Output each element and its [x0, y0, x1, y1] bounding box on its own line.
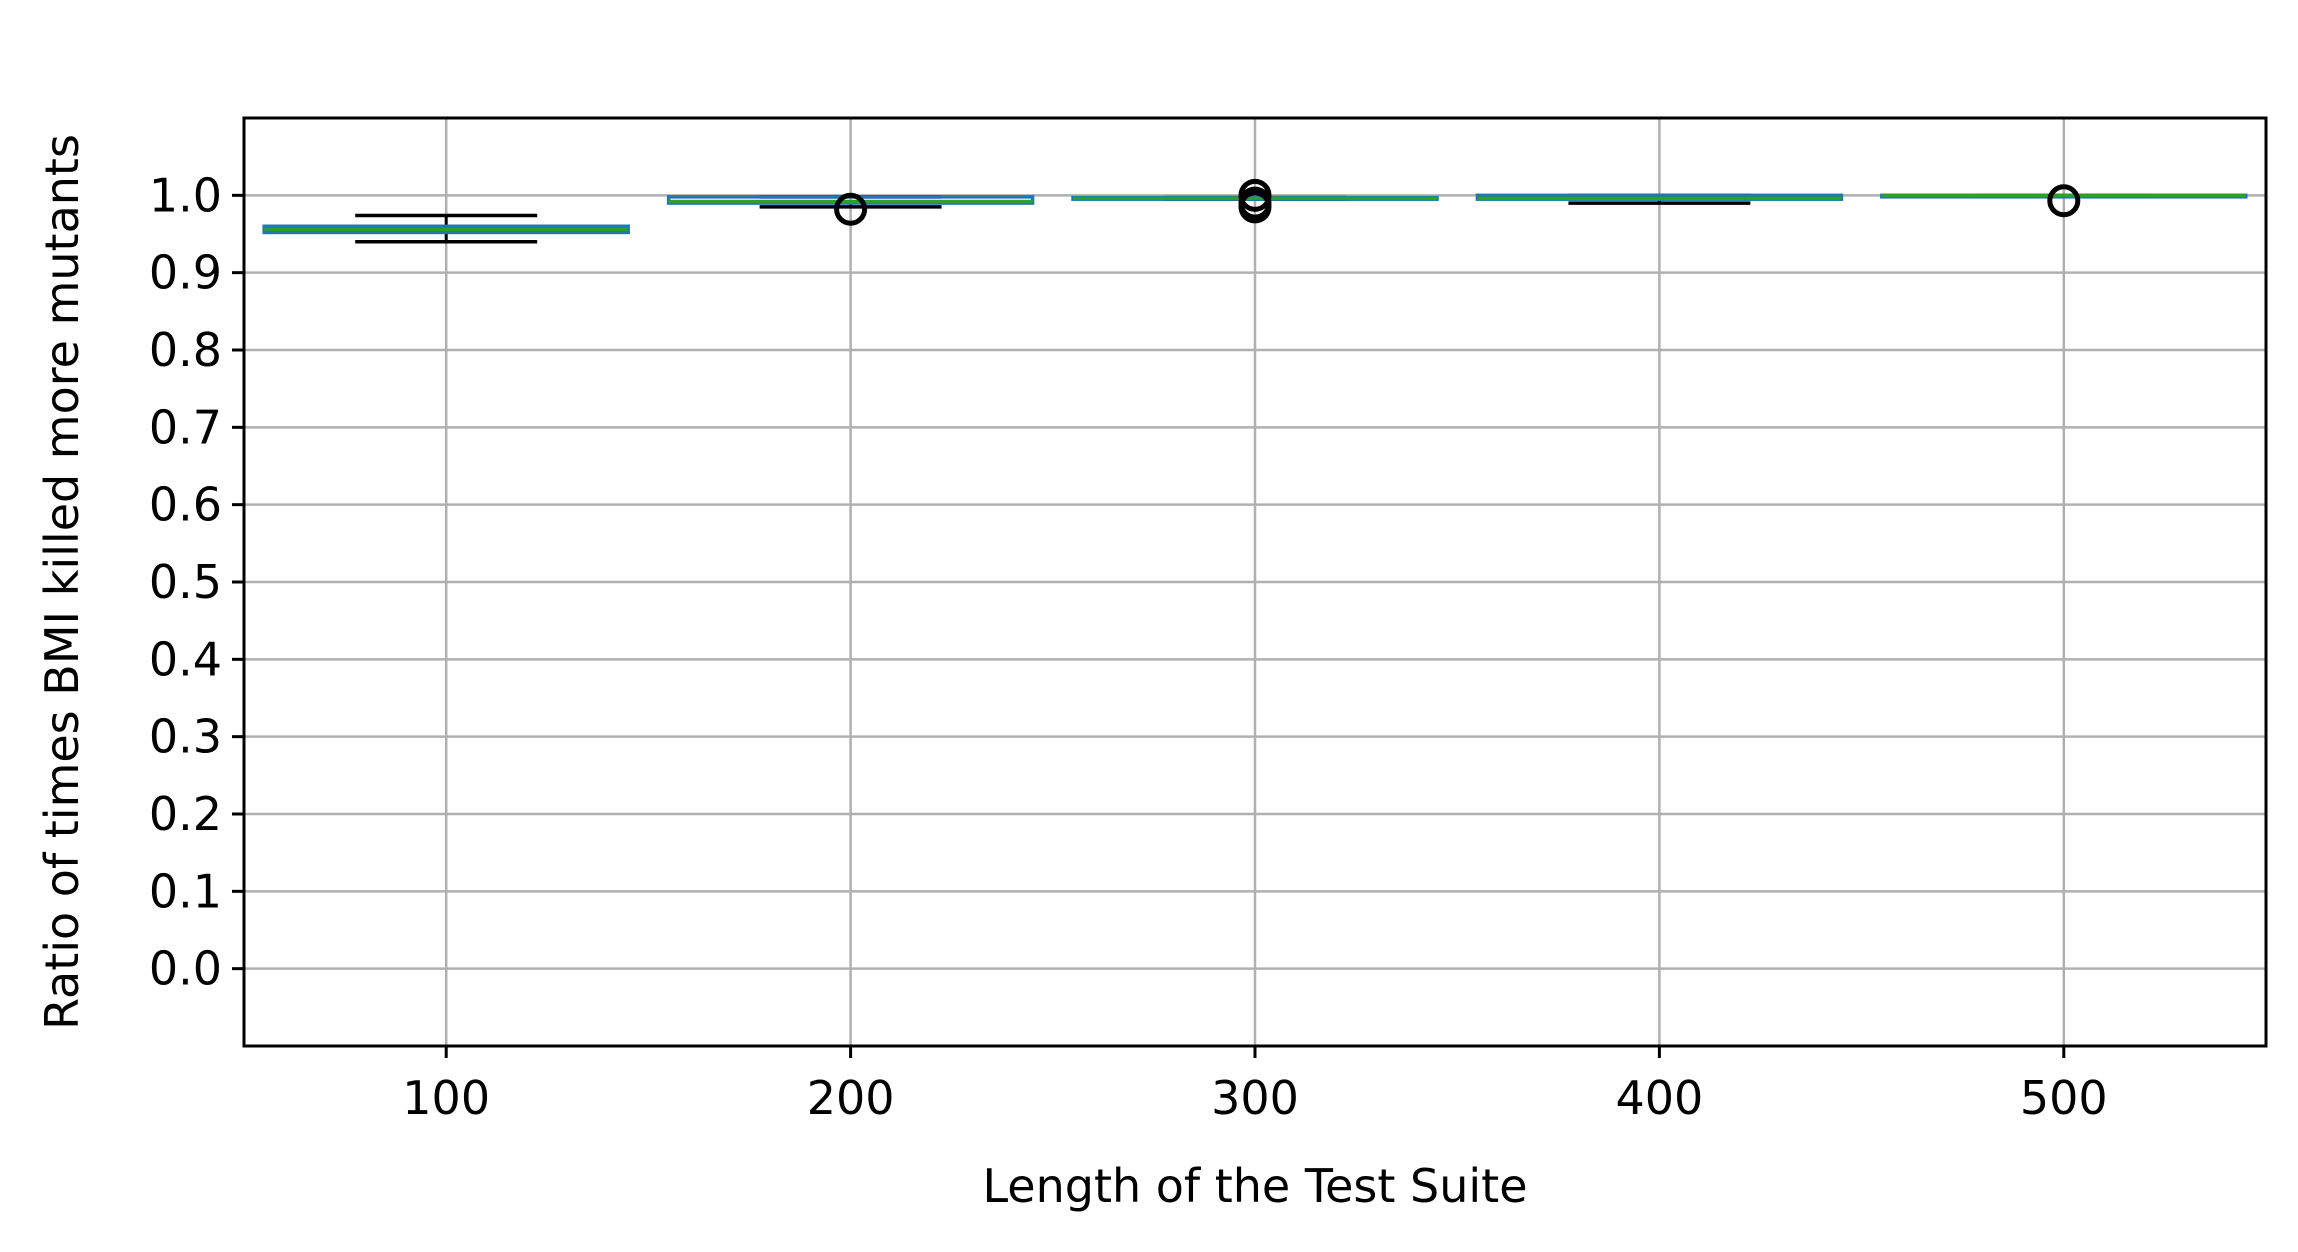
tick-layer: 0.0 0.1 0.2 0.3 0.4 0.5 0.6 0.7 0.8 0.9 1.0 100 200 3… — [149, 168, 2108, 1125]
y-tick-label: 0.1 — [149, 864, 222, 918]
x-tick-label: 500 — [2020, 1071, 2108, 1125]
y-tick-label: 0.9 — [149, 246, 222, 300]
y-tick-label: 0.4 — [149, 632, 222, 686]
y-tick-label: 0.7 — [149, 400, 222, 454]
x-tick-label: 200 — [807, 1071, 895, 1125]
x-tick-label: 400 — [1615, 1071, 1703, 1125]
box-200 — [666, 192, 1035, 226]
x-axis-label: Length of the Test Suite — [982, 1159, 1527, 1213]
outlier-point — [834, 192, 868, 226]
y-tick-label: 0.3 — [149, 710, 222, 764]
box-500 — [1880, 184, 2248, 218]
x-tick-label: 300 — [1211, 1071, 1299, 1125]
box-100 — [262, 213, 630, 244]
outlier-point — [2047, 184, 2081, 218]
box-300 — [1071, 178, 1439, 224]
outlier-point — [1238, 178, 1272, 212]
y-tick-label: 0.5 — [149, 555, 222, 609]
box-layer — [262, 178, 2248, 244]
y-tick-label: 0.0 — [149, 942, 222, 996]
y-tick-label: 0.8 — [149, 323, 222, 377]
y-axis-label: Ratio of times BMI killed more mutants — [35, 134, 89, 1030]
x-tick-label: 100 — [402, 1071, 490, 1125]
y-tick-label: 1.0 — [149, 168, 222, 222]
y-tick-label: 0.6 — [149, 478, 222, 532]
y-tick-label: 0.2 — [149, 787, 222, 841]
grid-layer — [244, 118, 2266, 1046]
box-400 — [1475, 193, 1844, 205]
